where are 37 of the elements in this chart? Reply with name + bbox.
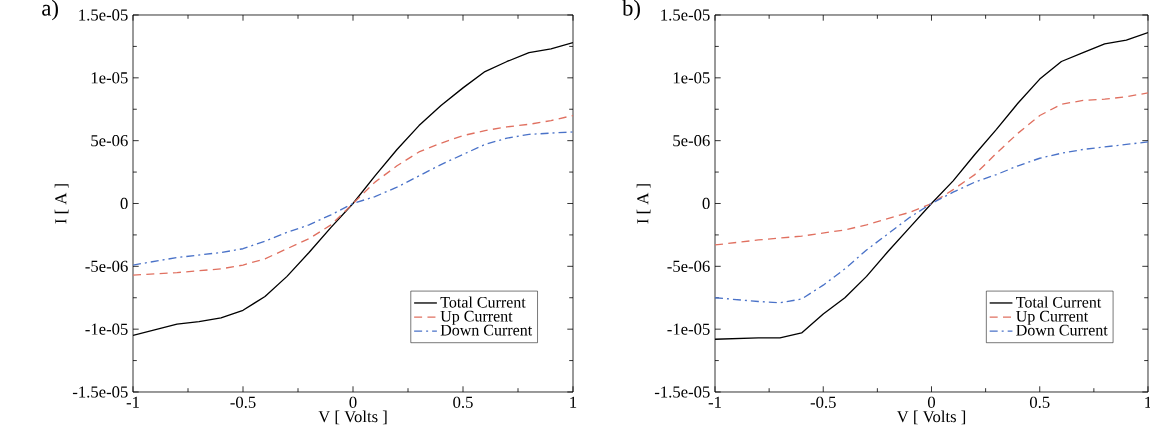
legend-label: Up Current — [1016, 310, 1089, 325]
legend-label: Total Current — [1016, 296, 1102, 308]
x-tick-label: 0 — [349, 396, 357, 408]
legend-label: Total Current — [440, 296, 526, 308]
legend-label: Up Current — [440, 310, 513, 325]
y-tick-label: -1e-05 — [85, 323, 128, 335]
line-series — [133, 131, 573, 266]
x-tick-label: 0.5 — [453, 396, 473, 409]
y-tick-label: 1e-05 — [91, 72, 128, 84]
x-tick-label: -0.5 — [230, 396, 256, 409]
y-tick-label: -5e-06 — [85, 260, 128, 272]
y-tick-label: -1.5e-05 — [72, 386, 128, 398]
y-tick-label: -1.5e-05 — [654, 386, 710, 398]
y-tick-label: 1e-05 — [673, 72, 710, 84]
x-axis-title: V [ Volts ] — [318, 410, 387, 425]
x-tick-label: 0.5 — [1029, 396, 1050, 409]
x-tick-label: -1 — [708, 396, 721, 408]
y-tick-label: 1.5e-05 — [79, 9, 128, 21]
line-series — [133, 114, 573, 276]
x-tick-label: 1 — [570, 396, 577, 408]
chart-title: b) — [622, 0, 640, 21]
y-tick-label: 0 — [702, 197, 710, 210]
y-tick-label: 5e-06 — [673, 135, 710, 147]
y-tick-label: 5e-06 — [91, 135, 128, 147]
x-tick-label: -1 — [126, 396, 139, 408]
y-tick-label: 0 — [120, 197, 128, 210]
y-tick-label: -1e-05 — [667, 323, 710, 335]
y-tick-label: -5e-06 — [667, 260, 710, 272]
legend-label: Down Current — [440, 324, 533, 336]
x-tick-label: -0.5 — [810, 396, 836, 409]
y-axis-title: I [ A ] — [54, 184, 69, 224]
x-tick-label: 0 — [927, 396, 936, 408]
y-tick-label: 1.5e-05 — [661, 9, 710, 21]
x-axis-title: V [ Volts ] — [896, 410, 966, 425]
chart-title: a) — [42, 0, 58, 21]
legend-label: Down Current — [1016, 324, 1108, 336]
y-axis-title: I [ A ] — [636, 184, 651, 224]
